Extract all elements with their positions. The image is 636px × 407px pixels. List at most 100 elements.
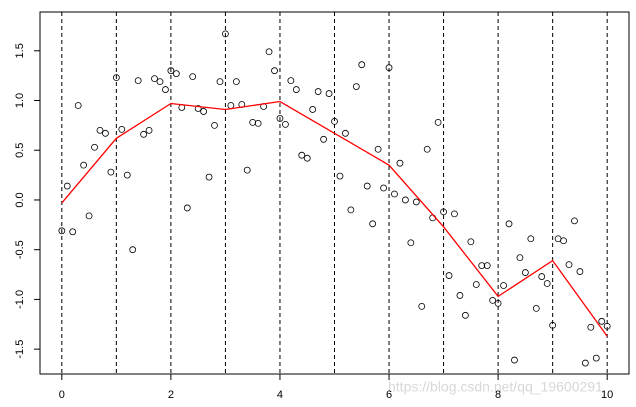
point [347,206,355,214]
point [91,143,98,151]
point [538,273,546,280]
point [543,280,551,287]
point [227,102,235,109]
y-tick-label: -0.5 [14,240,26,259]
point [167,67,175,75]
point [287,77,295,85]
point [380,184,387,192]
point [500,282,507,289]
y-tick-label: 1.0 [14,93,26,108]
point [494,299,502,307]
point [456,292,464,299]
point [74,102,82,109]
y-tick-label: 0.5 [14,143,26,158]
point [118,125,126,133]
point [451,210,458,218]
x-tick-label: 8 [495,389,501,401]
point [342,129,349,137]
point [183,204,191,212]
point [254,119,262,127]
fit-line [61,100,608,337]
point [156,78,164,86]
point [145,126,153,134]
point [129,246,137,254]
point [85,212,93,220]
point [516,254,524,262]
point [140,130,148,138]
point [423,145,431,153]
point [102,129,109,137]
point [265,48,273,56]
point [222,30,229,38]
x-tick-label: 10 [601,389,613,401]
point [358,61,366,69]
point [391,190,398,198]
point [461,311,469,319]
point [172,70,180,78]
point [396,159,404,167]
point [162,86,169,93]
point [527,235,535,243]
point [314,88,322,95]
point [587,323,595,331]
point [298,151,306,159]
point [292,86,300,93]
point [560,237,567,245]
point [401,196,409,204]
point [96,126,104,134]
point [282,120,289,128]
y-tick-label: 0.0 [14,192,26,207]
point [407,239,415,247]
point [581,359,589,367]
point [243,166,251,174]
point [211,121,218,129]
point [565,261,573,269]
point [325,90,333,97]
point [549,321,557,329]
y-tick-label: 1.5 [14,43,26,58]
point [478,262,486,269]
x-tick-label: 0 [59,389,65,401]
point [320,135,327,143]
point [521,269,529,276]
point [472,281,480,288]
point [58,227,66,235]
point [467,238,475,246]
point [363,182,371,190]
point [489,297,497,304]
point [592,354,600,362]
point [598,317,606,325]
point [151,75,158,83]
point [532,304,540,312]
point [69,228,77,236]
point [309,106,317,113]
point [445,272,453,279]
point [216,78,224,86]
y-tick-label: -1.0 [14,290,26,309]
point [385,64,393,72]
point [369,220,377,228]
point [63,182,71,190]
point [576,268,584,275]
point [352,83,360,90]
point [483,262,491,269]
point [571,217,578,225]
point [123,171,131,179]
point [511,356,518,364]
x-tick-label: 6 [386,389,392,401]
point [194,105,202,112]
point [112,74,120,82]
watermark: https://blog.csdn.net/qq_19600291 [388,379,603,395]
point [412,198,420,206]
plot-frame [39,11,630,375]
point [276,115,284,122]
point [200,108,208,115]
point [505,220,513,228]
point [440,208,447,216]
point [80,161,88,169]
point [374,145,382,153]
point [249,118,257,126]
point [205,173,213,181]
point [189,73,197,81]
